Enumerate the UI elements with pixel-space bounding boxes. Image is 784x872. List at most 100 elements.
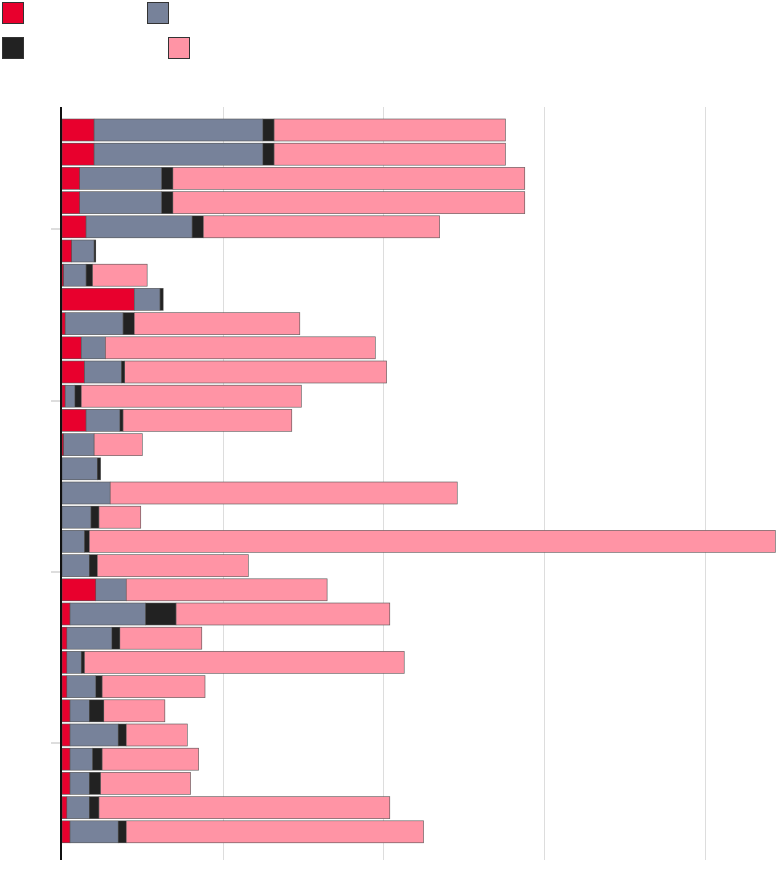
bar-row-2-series-1 [61, 142, 95, 166]
bar-row-1-series-2 [93, 118, 264, 142]
bar-row-13-series-1 [61, 409, 87, 432]
bar-row-27-series-4 [101, 747, 199, 771]
bar-row-25-series-1 [61, 699, 71, 723]
bar-row-6-series-1 [61, 239, 72, 263]
bar-row-29-series-4 [98, 796, 391, 819]
legend-item-series-2 [147, 2, 175, 24]
bar-row-5-series-1 [61, 215, 87, 239]
bar-row-30-series-3 [117, 820, 127, 844]
bar-row-17-series-4 [98, 505, 142, 529]
bar-row-19-series-3 [89, 554, 98, 577]
bar-row-25-series-3 [89, 699, 105, 723]
bar-row-28-series-3 [89, 772, 101, 795]
bar-row-30-series-2 [69, 820, 119, 844]
bar-row-17-series-3 [90, 505, 100, 529]
bar-row-26-series-1 [61, 723, 71, 747]
bar-row-9-series-1 [61, 312, 66, 335]
bar-row-17-series-2 [61, 505, 92, 529]
bar-row-14-series-2 [63, 433, 95, 456]
bar-row-7-series-2 [63, 263, 87, 287]
legend-swatch-red [2, 2, 24, 24]
bar-row-12-series-3 [74, 384, 82, 408]
bar-row-11-series-1 [61, 360, 85, 384]
bar-row-21-series-4 [175, 602, 391, 626]
bar-row-3-series-3 [161, 167, 174, 190]
bar-row-6-series-2 [71, 239, 95, 263]
bar-row-8-series-2 [134, 288, 161, 311]
bar-row-9-series-3 [122, 312, 135, 335]
bar-row-22-series-4 [119, 626, 203, 650]
bar-row-26-series-4 [125, 723, 188, 747]
bar-row-28-series-1 [61, 772, 71, 795]
bar-row-12-series-4 [80, 384, 302, 408]
bar-row-18-series-4 [89, 530, 776, 553]
bar-row-4-series-3 [161, 191, 174, 214]
bar-row-2-series-3 [262, 142, 275, 166]
bar-row-2-series-4 [273, 142, 506, 166]
bar-row-22-series-1 [61, 626, 68, 650]
bar-row-22-series-3 [111, 626, 121, 650]
bar-row-13-series-4 [122, 409, 293, 432]
bar-row-13-series-3 [119, 409, 124, 432]
bar-row-19-series-2 [61, 554, 90, 577]
bar-row-23-series-2 [66, 651, 82, 674]
bar-row-15-series-3 [97, 457, 101, 481]
bar-row-19-series-4 [97, 554, 249, 577]
bar-row-30-series-4 [125, 820, 424, 844]
bar-row-28-series-2 [69, 772, 90, 795]
bar-row-23-series-1 [61, 651, 68, 674]
bar-row-12-series-2 [64, 384, 76, 408]
bar-row-27-series-3 [92, 747, 103, 771]
bar-row-16-series-4 [109, 481, 458, 505]
bar-row-24-series-2 [66, 675, 97, 698]
bar-row-5-series-3 [191, 215, 204, 239]
bar-row-24-series-3 [95, 675, 103, 698]
bar-row-1-series-4 [273, 118, 506, 142]
bar-row-25-series-2 [69, 699, 90, 723]
legend-swatch-black [2, 37, 24, 59]
bar-row-25-series-4 [103, 699, 166, 723]
bar-row-7-series-3 [85, 263, 93, 287]
bar-row-10-series-2 [80, 336, 106, 360]
bar-row-2-series-2 [93, 142, 264, 166]
bar-row-20-series-1 [61, 578, 97, 602]
bar-row-21-series-3 [145, 602, 177, 626]
bar-row-4-series-2 [79, 191, 162, 214]
bar-row-11-series-2 [84, 360, 122, 384]
bar-row-9-series-2 [64, 312, 124, 335]
bar-row-23-series-3 [80, 651, 85, 674]
bar-row-3-series-1 [61, 167, 80, 190]
bar-row-24-series-4 [101, 675, 206, 698]
bar-row-1-series-3 [262, 118, 275, 142]
bar-row-3-series-2 [79, 167, 162, 190]
legend-item-series-4 [168, 37, 196, 59]
bar-row-24-series-1 [61, 675, 68, 698]
bar-row-29-series-3 [89, 796, 100, 819]
bar-row-30-series-1 [61, 820, 71, 844]
bar-row-4-series-4 [172, 191, 526, 214]
bar-row-23-series-4 [84, 651, 405, 674]
bar-row-8-series-3 [159, 288, 164, 311]
legend-swatch-pink [168, 37, 190, 59]
bar-row-11-series-3 [121, 360, 125, 384]
bar-row-13-series-2 [85, 409, 121, 432]
bar-row-10-series-1 [61, 336, 82, 360]
bar-row-4-series-1 [61, 191, 80, 214]
bar-row-29-series-2 [66, 796, 90, 819]
bar-row-1-series-1 [61, 118, 95, 142]
bar-row-12-series-1 [61, 384, 66, 408]
legend-item-series-3 [2, 37, 30, 59]
bar-row-21-series-2 [69, 602, 146, 626]
bar-row-26-series-3 [117, 723, 127, 747]
bar-row-22-series-2 [66, 626, 113, 650]
bar-row-10-series-4 [105, 336, 376, 360]
bar-row-7-series-4 [92, 263, 148, 287]
bar-row-5-series-4 [203, 215, 440, 239]
bar-row-18-series-2 [61, 530, 85, 553]
bar-row-29-series-1 [61, 796, 68, 819]
bar-row-16-series-2 [61, 481, 111, 505]
bar-row-21-series-1 [61, 602, 71, 626]
bar-row-20-series-4 [125, 578, 328, 602]
bar-row-8-series-1 [61, 288, 135, 311]
